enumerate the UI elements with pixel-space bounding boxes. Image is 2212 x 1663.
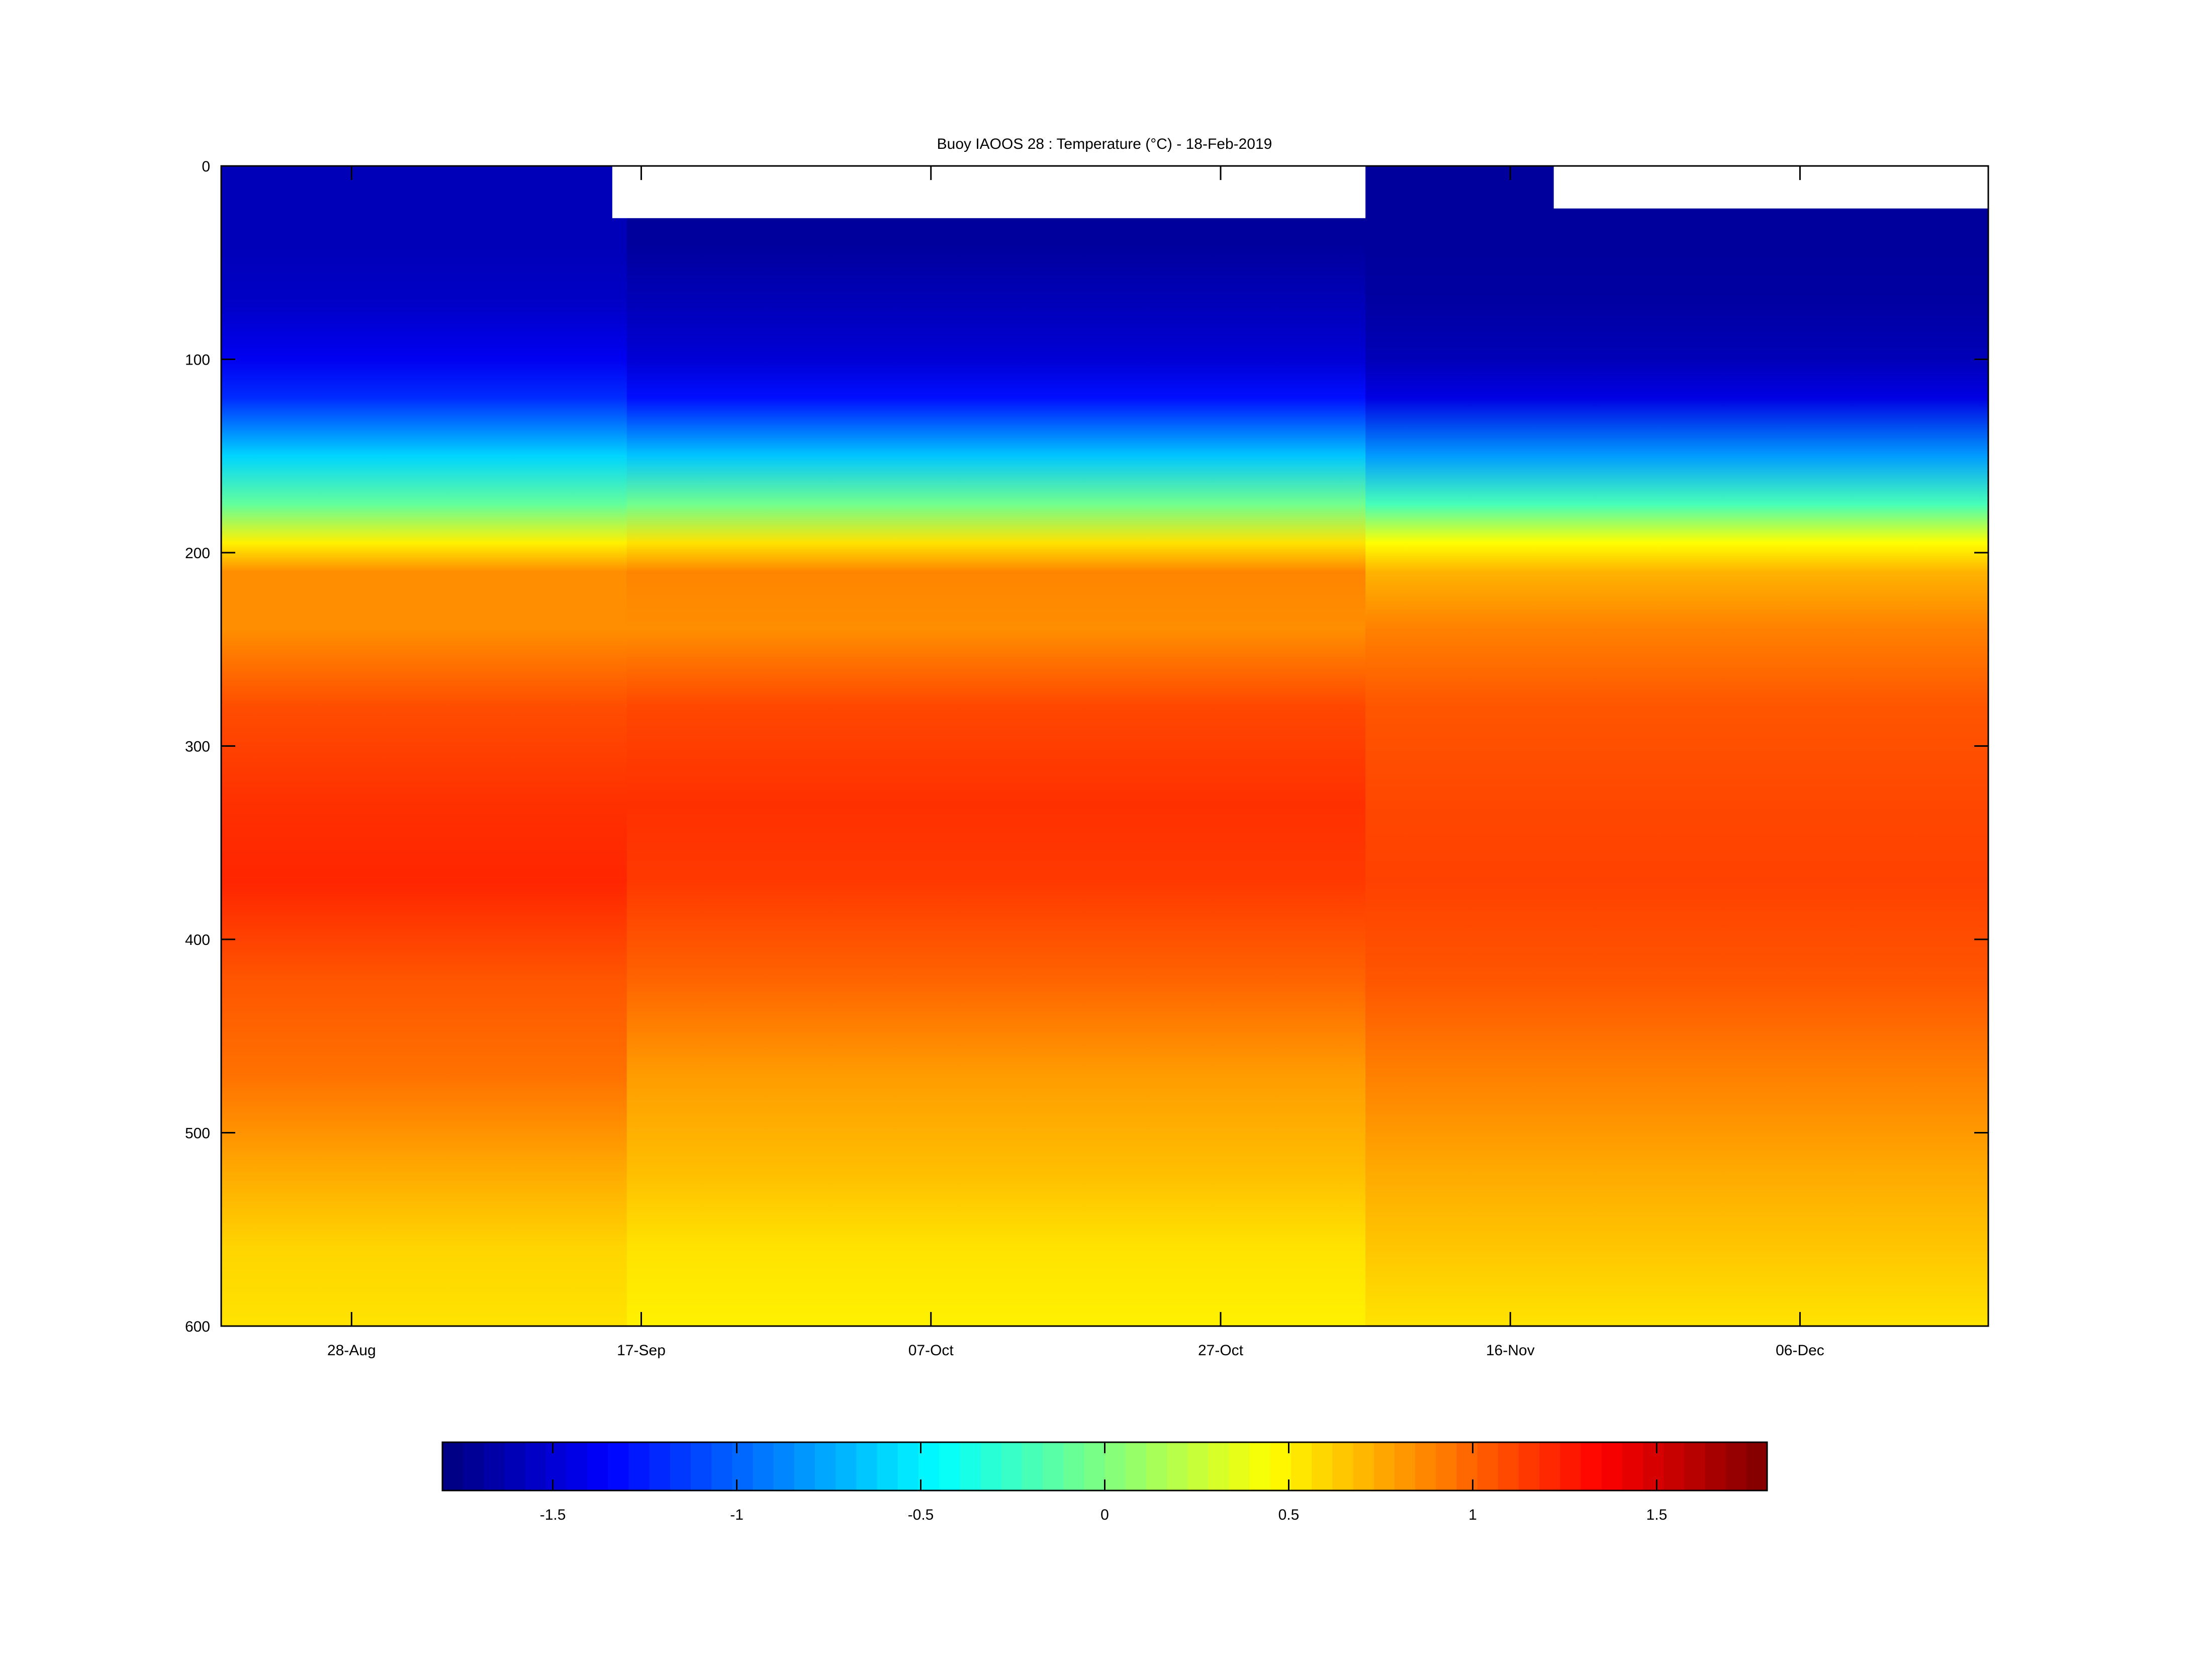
colorbar-swatch bbox=[1063, 1442, 1085, 1491]
colorbar-swatch bbox=[1539, 1442, 1561, 1491]
colorbar-swatch bbox=[960, 1442, 981, 1491]
colorbar-swatch bbox=[1560, 1442, 1582, 1491]
x-tick-label: 27-Oct bbox=[1198, 1342, 1244, 1359]
colorbar-swatch bbox=[856, 1442, 878, 1491]
colorbar-swatch bbox=[1415, 1442, 1437, 1491]
colorbar-swatch bbox=[1001, 1442, 1023, 1491]
colorbar-swatch bbox=[1042, 1442, 1064, 1491]
colorbar-swatch bbox=[1746, 1442, 1768, 1491]
colorbar-swatch bbox=[1664, 1442, 1685, 1491]
colorbar-swatch bbox=[1208, 1442, 1230, 1491]
x-tick-label: 07-Oct bbox=[908, 1342, 954, 1359]
chart-title: Buoy IAOOS 28 : Temperature (°C) - 18-Fe… bbox=[937, 136, 1272, 152]
colorbar-swatch bbox=[567, 1442, 588, 1491]
y-tick-label: 300 bbox=[185, 739, 210, 755]
colorbar-swatch bbox=[1498, 1442, 1519, 1491]
y-tick-label: 600 bbox=[185, 1319, 210, 1335]
colorbar-swatch bbox=[628, 1442, 650, 1491]
colorbar-tick-label: 0.5 bbox=[1278, 1507, 1300, 1523]
colorbar-swatch bbox=[794, 1442, 815, 1491]
x-tick-label: 06-Dec bbox=[1776, 1342, 1824, 1359]
x-tick-label: 28-Aug bbox=[327, 1342, 376, 1359]
colorbar-swatch bbox=[815, 1442, 837, 1491]
colorbar-swatch bbox=[649, 1442, 671, 1491]
no-data-region bbox=[612, 166, 1366, 218]
no-data-region bbox=[1553, 166, 1988, 209]
heatmap-period-late bbox=[1365, 166, 1988, 1326]
x-tick-label: 16-Nov bbox=[1486, 1342, 1535, 1359]
colorbar-swatch bbox=[711, 1442, 733, 1491]
colorbar-swatch bbox=[1601, 1442, 1623, 1491]
colorbar-swatch bbox=[525, 1442, 546, 1491]
colorbar-swatch bbox=[504, 1442, 526, 1491]
colorbar-swatch bbox=[1229, 1442, 1250, 1491]
y-tick-label: 200 bbox=[185, 545, 210, 562]
x-tick-label: 17-Sep bbox=[617, 1342, 666, 1359]
colorbar-swatch bbox=[587, 1442, 609, 1491]
y-tick-label: 100 bbox=[185, 352, 210, 369]
y-tick-label: 500 bbox=[185, 1125, 210, 1142]
colorbar-swatch bbox=[877, 1442, 898, 1491]
colorbar-swatch bbox=[1725, 1442, 1747, 1491]
colorbar-swatch bbox=[753, 1442, 774, 1491]
colorbar-swatch bbox=[1477, 1442, 1499, 1491]
colorbar-swatch bbox=[608, 1442, 629, 1491]
heatmap-area bbox=[221, 166, 1988, 1326]
colorbar-swatch bbox=[442, 1442, 464, 1491]
colorbar-swatch bbox=[939, 1442, 961, 1491]
colorbar-swatch bbox=[980, 1442, 1002, 1491]
colorbar-swatch bbox=[1022, 1442, 1043, 1491]
colorbar-swatch bbox=[1436, 1442, 1457, 1491]
colorbar-swatch bbox=[1291, 1442, 1313, 1491]
y-axis: 0 100 200 300 400 500 600 bbox=[185, 158, 1988, 1335]
colorbar-swatch bbox=[1187, 1442, 1209, 1491]
colorbar-tick-label: -1.5 bbox=[540, 1507, 566, 1523]
colorbar-swatch bbox=[1684, 1442, 1706, 1491]
colorbar-swatch bbox=[897, 1442, 919, 1491]
colorbar-swatch bbox=[1146, 1442, 1167, 1491]
colorbar-swatch bbox=[1394, 1442, 1416, 1491]
colorbar-swatch bbox=[1518, 1442, 1540, 1491]
colorbar-tick-label: 1.5 bbox=[1646, 1507, 1668, 1523]
colorbar-swatch bbox=[836, 1442, 857, 1491]
colorbar-swatch bbox=[773, 1442, 795, 1491]
colorbar-swatch bbox=[1353, 1442, 1374, 1491]
colorbar-swatch bbox=[732, 1442, 754, 1491]
colorbar-swatch bbox=[1456, 1442, 1478, 1491]
colorbar-swatch bbox=[1312, 1442, 1333, 1491]
colorbar-swatch bbox=[1104, 1442, 1126, 1491]
colorbar-swatch bbox=[1705, 1442, 1726, 1491]
colorbar-swatch bbox=[1581, 1442, 1602, 1491]
y-tick-label: 400 bbox=[185, 932, 210, 948]
colorbar-swatch bbox=[691, 1442, 712, 1491]
colorbar-swatch bbox=[1622, 1442, 1643, 1491]
colorbar-swatch bbox=[1125, 1442, 1147, 1491]
colorbar-tick-label: 1 bbox=[1468, 1507, 1477, 1523]
y-tick-label: 0 bbox=[202, 158, 210, 175]
colorbar-swatch bbox=[918, 1442, 940, 1491]
colorbar-swatch bbox=[1642, 1442, 1664, 1491]
colorbar-swatch bbox=[1084, 1442, 1105, 1491]
colorbar-swatch bbox=[463, 1442, 485, 1491]
colorbar-swatch bbox=[1167, 1442, 1188, 1491]
colorbar-swatch bbox=[1332, 1442, 1354, 1491]
heatmap-period-early bbox=[221, 166, 627, 1326]
colorbar bbox=[442, 1442, 1768, 1491]
colorbar-swatch bbox=[1373, 1442, 1395, 1491]
colorbar-tick-label: -1 bbox=[730, 1507, 744, 1523]
colorbar-swatch bbox=[484, 1442, 505, 1491]
x-axis: 28-Aug 17-Sep 07-Oct 27-Oct 16-Nov 06-Dec bbox=[327, 166, 1824, 1359]
colorbar-axis: -1.5 -1 -0.5 0 0.5 1 1.5 bbox=[540, 1442, 1668, 1523]
heatmap-period-mid bbox=[626, 166, 1366, 1326]
colorbar-swatch bbox=[1270, 1442, 1292, 1491]
colorbar-swatch bbox=[545, 1442, 567, 1491]
colorbar-tick-label: -0.5 bbox=[908, 1507, 934, 1523]
colorbar-swatch bbox=[670, 1442, 691, 1491]
colorbar-swatch bbox=[1249, 1442, 1271, 1491]
colorbar-tick-label: 0 bbox=[1100, 1507, 1109, 1523]
